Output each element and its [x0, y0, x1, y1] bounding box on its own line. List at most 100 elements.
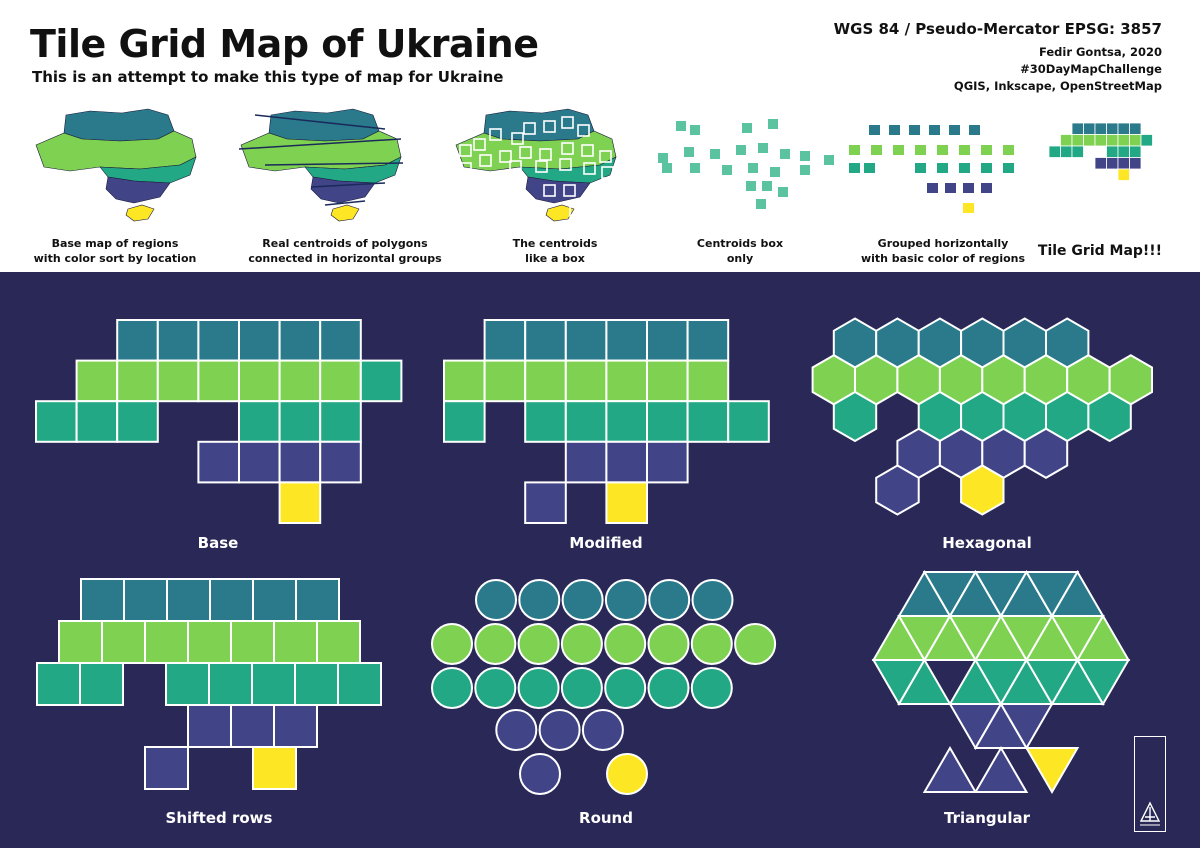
label-modified: Modified	[569, 534, 643, 552]
round-tile	[690, 623, 733, 665]
shifted-tile	[208, 662, 253, 706]
grouped-box	[909, 125, 920, 135]
modified-tile	[646, 400, 689, 443]
round-tile	[647, 623, 690, 665]
shifted-tile	[294, 662, 339, 706]
round-tile	[517, 667, 560, 709]
grouped-box	[893, 145, 904, 155]
shifted-tile	[123, 578, 168, 622]
thumb-tile-grid	[1048, 122, 1153, 181]
centroid-box	[762, 181, 772, 191]
base-tile	[238, 359, 281, 403]
base-tile	[319, 359, 362, 403]
shifted-tile	[316, 620, 361, 664]
triangular-tile	[1075, 659, 1131, 706]
centroid-box	[684, 147, 694, 157]
shifted-tile	[273, 704, 318, 748]
round-tile	[604, 667, 647, 709]
grouped-box	[937, 163, 948, 173]
round-tile	[495, 709, 538, 751]
centroid-box	[800, 151, 810, 161]
round-tile	[734, 623, 777, 665]
grouped-box	[869, 125, 880, 135]
modified-tile	[564, 319, 608, 362]
centroid-box	[824, 155, 834, 165]
centroid-box	[543, 184, 556, 197]
shifted-tile	[209, 578, 254, 622]
modified-tile	[605, 481, 649, 524]
shifted-tile	[273, 620, 318, 664]
modified-tile	[646, 319, 689, 362]
thumb-grouped	[849, 125, 1014, 213]
centroid-box	[662, 163, 672, 173]
base-tile	[278, 440, 322, 484]
grouped-box	[1003, 163, 1014, 173]
modified-tile	[524, 359, 567, 403]
map-title: Tile Grid Map of Ukraine	[30, 22, 539, 66]
triangular-tile	[973, 746, 1029, 793]
round-tile	[561, 579, 604, 621]
grouped-box	[981, 183, 992, 193]
centroid-box	[780, 149, 790, 159]
centroid-box	[601, 166, 614, 179]
round-tile	[560, 623, 603, 665]
grouped-box	[949, 125, 960, 135]
grouped-box	[963, 183, 974, 193]
modified-tile	[564, 400, 608, 443]
hexagonal-tile	[1087, 390, 1132, 443]
grouped-box	[889, 125, 900, 135]
modified-tile	[483, 319, 527, 362]
mini-tile	[1060, 134, 1073, 147]
base-tile	[278, 481, 322, 524]
centroid-box	[523, 122, 536, 135]
modified-tile	[564, 440, 608, 484]
modified-tile	[443, 400, 486, 443]
hexagonal-tile	[1023, 427, 1069, 479]
mini-tile	[1117, 157, 1130, 170]
base-tile	[35, 400, 78, 443]
label-triangular: Triangular	[943, 809, 1030, 827]
modified-tile	[605, 440, 649, 484]
base-tile	[319, 319, 362, 362]
mini-tile	[1106, 134, 1119, 147]
centroid-box	[499, 150, 512, 163]
step-caption-6: Tile Grid Map!!!	[1037, 243, 1163, 259]
grouped-box	[959, 145, 970, 155]
step-caption-1: Base map of regions with color sort by lo…	[33, 237, 197, 265]
round-tile	[606, 753, 648, 795]
grouped-box	[915, 163, 926, 173]
shifted-tile	[337, 662, 382, 706]
centroid-box	[577, 124, 590, 137]
centroid-box	[479, 154, 492, 167]
grouped-box	[981, 145, 992, 155]
centroid-box	[676, 121, 686, 131]
mini-tile	[1129, 122, 1142, 135]
base-tile	[238, 400, 281, 443]
base-tile	[116, 319, 159, 362]
round-tile	[518, 579, 561, 621]
mini-tile	[1129, 145, 1142, 158]
grouped-box	[937, 145, 948, 155]
base-tile	[319, 400, 362, 443]
mini-tile	[1083, 122, 1096, 135]
thumb-centroid-boxes	[455, 108, 617, 222]
round-tile	[538, 709, 581, 751]
mini-tile	[1094, 134, 1107, 147]
shifted-tile	[251, 662, 296, 706]
label-round: Round	[579, 809, 633, 827]
tile-map-base	[35, 317, 1153, 795]
round-tile	[431, 667, 473, 709]
base-tile	[116, 359, 159, 403]
centroid-box	[459, 162, 472, 175]
centroid-box	[569, 204, 582, 217]
base-tile	[156, 359, 200, 403]
round-tile	[517, 623, 560, 665]
step-caption-3: The centroids like a box	[512, 237, 598, 265]
base-tile	[238, 319, 281, 362]
thumb-centroids-lines	[238, 108, 404, 222]
base-tile	[197, 359, 240, 403]
mini-tile	[1117, 168, 1130, 181]
round-tile	[474, 667, 517, 709]
centroid-box	[561, 116, 574, 129]
round-tile	[690, 667, 733, 709]
